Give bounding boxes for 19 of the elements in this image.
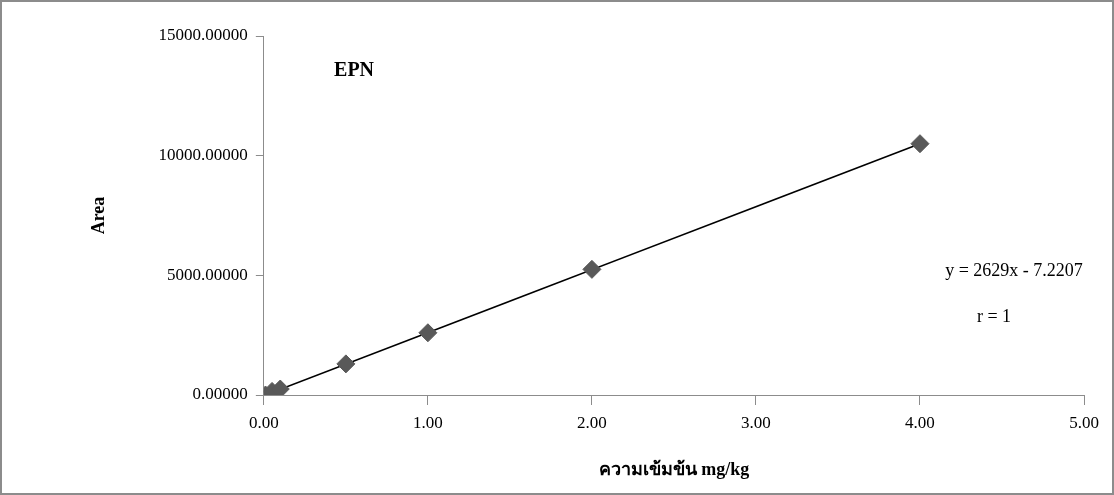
y-axis-title: Area (88, 196, 109, 235)
annotation: y = 2629x - 7.2207 (945, 260, 1083, 280)
point (336, 354, 356, 374)
x-tick-label: 4.00 (905, 412, 935, 432)
x-tick-label: 5.00 (1069, 412, 1099, 432)
text: EPN (334, 58, 375, 80)
y-tick-label: 0.00000 (192, 384, 248, 404)
x-tick-label: 1.00 (413, 412, 443, 432)
y-tick-label: 10000.00000 (158, 145, 248, 165)
annotation: r = 1 (976, 306, 1012, 326)
point (582, 259, 602, 279)
x-tick-label: 0.00 (248, 412, 279, 432)
y-tick-label: 15000.00000 (158, 25, 248, 45)
point (418, 323, 438, 343)
point (910, 134, 930, 154)
x-axis-title: ความเข้มข้น mg/kg (598, 458, 750, 479)
x-tick-label: 3.00 (741, 412, 771, 432)
y-tick-label: 5000.00000 (167, 264, 248, 284)
x-tick-label: 2.00 (577, 412, 607, 432)
